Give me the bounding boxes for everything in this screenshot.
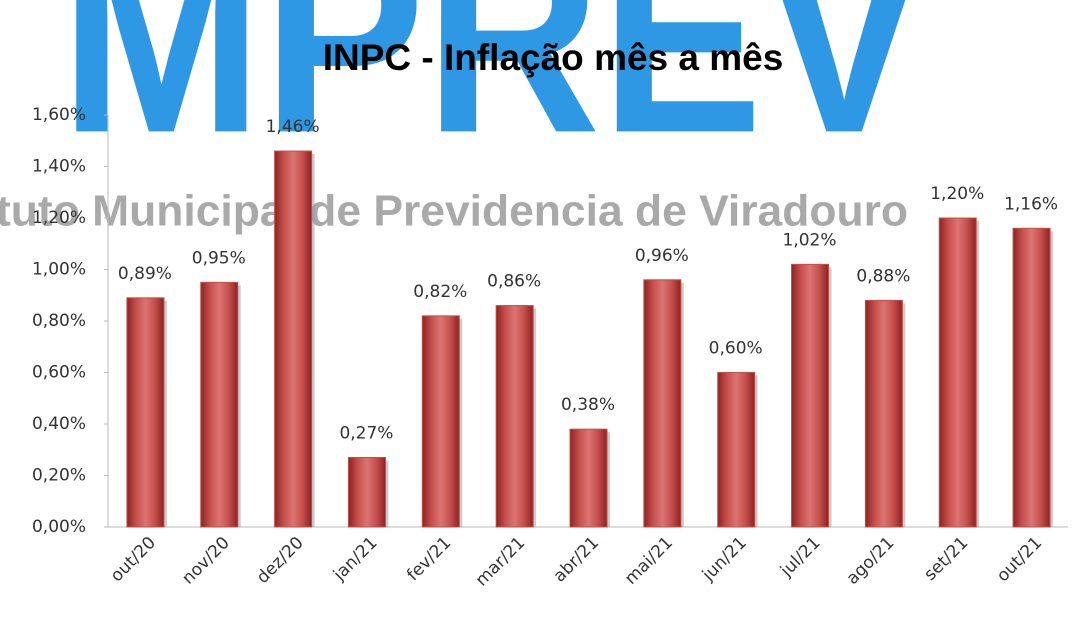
bar (1012, 227, 1051, 528)
bar (791, 263, 830, 528)
data-label: 0,27% (339, 423, 393, 443)
x-tick-label: jun/21 (698, 533, 751, 586)
bar (938, 217, 977, 528)
data-label: 0,96% (635, 246, 689, 266)
bar (347, 456, 386, 528)
y-tick-label: 1,40% (32, 157, 86, 177)
data-label: 1,20% (930, 184, 984, 204)
data-label: 0,89% (118, 264, 172, 284)
x-tick-label: mai/21 (621, 533, 677, 589)
x-tick-label: nov/20 (178, 533, 234, 589)
y-tick-label: 0,20% (32, 466, 86, 486)
data-label: 1,46% (266, 117, 320, 137)
bar (126, 297, 165, 528)
watermark-logo: MPREV (60, 0, 926, 189)
data-label: 0,95% (192, 248, 246, 268)
x-tick-label: fev/21 (403, 533, 455, 585)
bar (569, 428, 608, 528)
y-tick-label: 1,20% (32, 208, 86, 228)
data-label: 0,82% (413, 282, 467, 302)
y-tick-label: 0,60% (32, 363, 86, 383)
x-tick-label: out/21 (993, 533, 1046, 586)
bar (200, 281, 239, 528)
y-tick-label: 1,00% (32, 260, 86, 280)
bar (421, 315, 460, 528)
bar (495, 305, 534, 528)
x-tick-label: dez/20 (253, 533, 308, 588)
bar (864, 299, 903, 528)
x-tick-label: jan/21 (329, 533, 382, 586)
x-tick-label: abr/21 (550, 533, 603, 586)
watermark-text: tuto Municipal de Previdencia de Viradou… (0, 187, 908, 236)
x-tick-label: set/21 (920, 533, 972, 585)
chart-title: INPC - Inflação mês a mês (323, 37, 784, 78)
x-tick-label: out/20 (107, 533, 160, 586)
data-label: 1,16% (1004, 194, 1058, 214)
data-label: 0,38% (561, 395, 615, 415)
y-tick-label: 1,60% (32, 105, 86, 125)
bar (717, 372, 756, 528)
data-label: 0,60% (709, 339, 763, 359)
data-label: 1,02% (783, 230, 837, 250)
data-label: 0,86% (487, 272, 541, 292)
x-tick-label: mar/21 (472, 533, 530, 591)
y-tick-label: 0,40% (32, 414, 86, 434)
x-tick-label: jul/21 (776, 533, 825, 582)
data-label: 0,88% (856, 266, 910, 286)
bar (274, 150, 313, 528)
y-tick-label: 0,80% (32, 311, 86, 331)
x-tick-label: ago/21 (843, 533, 899, 589)
y-tick-label: 0,00% (32, 517, 86, 537)
bar (643, 279, 682, 528)
